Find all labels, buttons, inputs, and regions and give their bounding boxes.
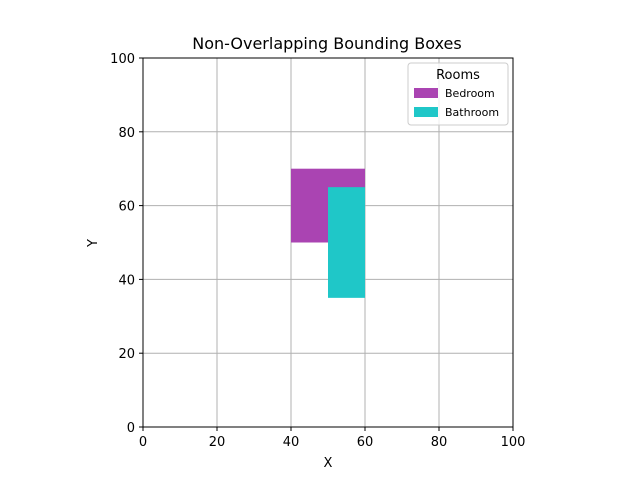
legend-swatch-bedroom: [414, 88, 438, 98]
y-tick-label: 80: [118, 126, 135, 141]
legend-label-bathroom: Bathroom: [445, 106, 499, 119]
plot-frame: [142, 57, 514, 428]
y-tick-label: 40: [118, 273, 135, 288]
x-tick-label: 40: [283, 435, 300, 450]
legend-label-bedroom: Bedroom: [445, 87, 495, 100]
y-axis-label: Y: [86, 239, 101, 248]
legend-title: Rooms: [436, 68, 480, 83]
bathroom-box: [328, 187, 365, 298]
x-tick-label: 0: [139, 435, 147, 450]
x-tick-label: 20: [209, 435, 226, 450]
y-tick-label: 60: [118, 200, 135, 215]
y-tick-label: 100: [110, 52, 135, 67]
x-tick-label: 100: [501, 435, 526, 450]
x-tick-label: 80: [431, 435, 448, 450]
y-tick-label: 20: [118, 347, 135, 362]
ticks: 0 20 40 60 80 100 0 20 40 60 80 100: [110, 52, 525, 450]
plot-marks: [291, 168, 365, 298]
legend: Rooms Bedroom Bathroom: [407, 62, 509, 126]
x-axis-label: X: [324, 456, 333, 471]
y-tick-label: 0: [127, 421, 135, 436]
legend-swatch-bathroom: [414, 107, 438, 117]
x-tick-label: 60: [357, 435, 374, 450]
chart-title: Non-Overlapping Bounding Boxes: [192, 34, 461, 53]
